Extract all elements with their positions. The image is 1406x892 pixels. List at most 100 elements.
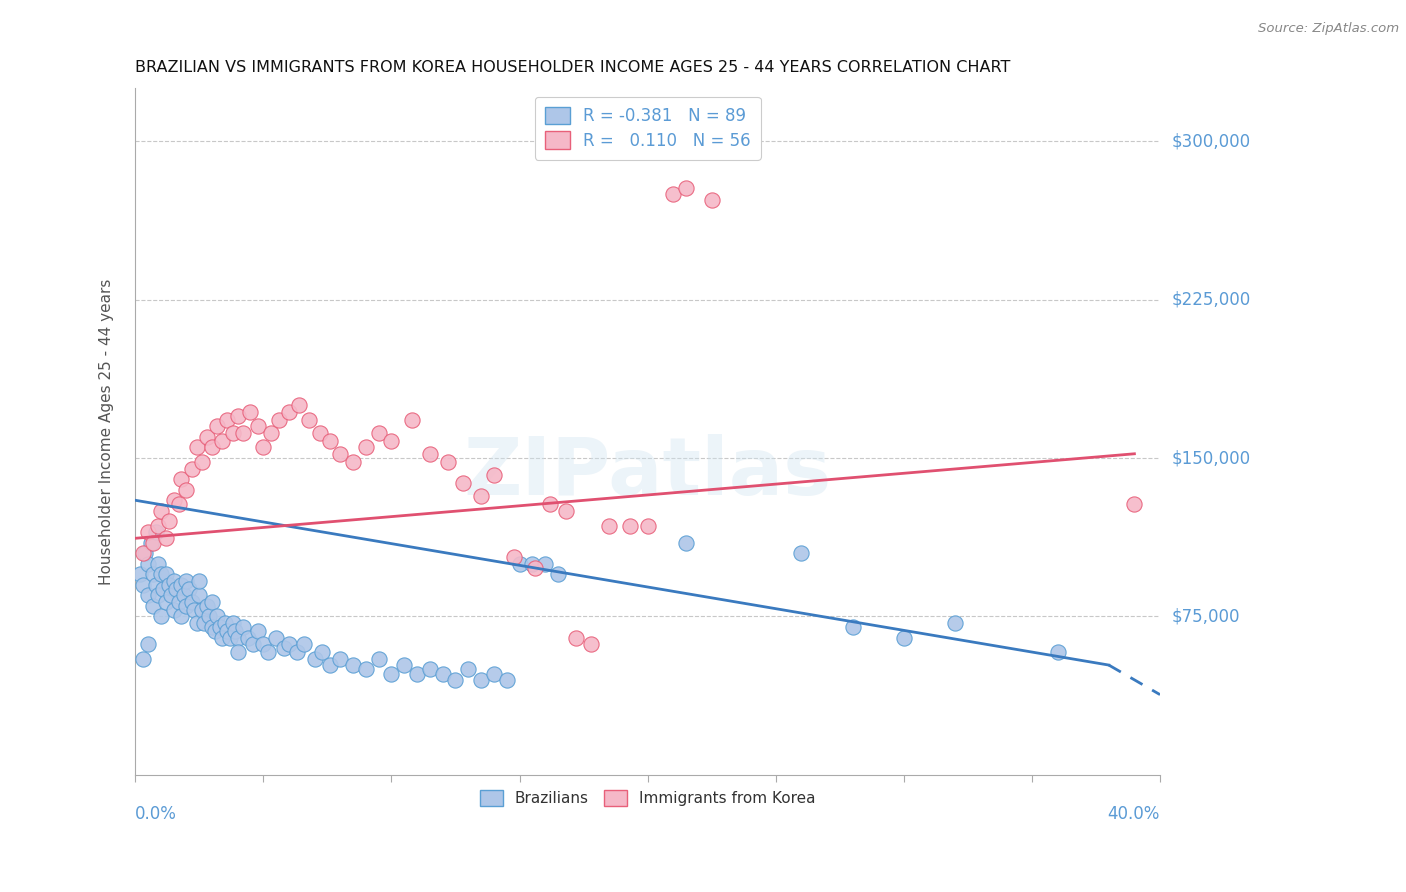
Point: [232, 425, 254, 440]
Text: $150,000: $150,000: [1171, 449, 1250, 467]
Point: [380, 434, 402, 449]
Point: [401, 413, 423, 427]
Point: [162, 603, 184, 617]
Text: 0.0%: 0.0%: [135, 805, 177, 823]
Point: [167, 498, 190, 512]
Point: [495, 673, 517, 687]
Point: [534, 557, 557, 571]
Point: [252, 637, 274, 651]
Point: [155, 567, 177, 582]
Point: [211, 631, 233, 645]
Text: $225,000: $225,000: [1171, 291, 1250, 309]
Point: [132, 546, 155, 560]
Point: [841, 620, 863, 634]
Point: [221, 615, 243, 630]
Point: [134, 546, 156, 560]
Point: [392, 658, 415, 673]
Point: [221, 425, 243, 440]
Point: [354, 441, 377, 455]
Point: [619, 518, 641, 533]
Point: [217, 413, 239, 427]
Text: $75,000: $75,000: [1171, 607, 1240, 625]
Point: [565, 631, 588, 645]
Point: [186, 615, 208, 630]
Point: [217, 624, 239, 639]
Text: $300,000: $300,000: [1171, 132, 1250, 150]
Point: [176, 483, 198, 497]
Point: [419, 662, 441, 676]
Point: [201, 595, 224, 609]
Point: [790, 546, 813, 560]
Point: [211, 434, 233, 449]
Point: [236, 631, 259, 645]
Point: [598, 518, 620, 533]
Point: [132, 651, 155, 665]
Point: [538, 498, 561, 512]
Point: [267, 413, 290, 427]
Point: [136, 588, 159, 602]
Point: [252, 441, 274, 455]
Point: [247, 624, 270, 639]
Point: [547, 567, 569, 582]
Point: [288, 398, 311, 412]
Point: [191, 455, 214, 469]
Point: [142, 535, 165, 549]
Point: [242, 637, 264, 651]
Point: [503, 550, 526, 565]
Point: [173, 588, 195, 602]
Point: [155, 595, 177, 609]
Point: [457, 662, 479, 676]
Point: [176, 599, 198, 613]
Point: [260, 425, 283, 440]
Point: [224, 624, 246, 639]
Point: [470, 489, 492, 503]
Point: [436, 455, 458, 469]
Text: BRAZILIAN VS IMMIGRANTS FROM KOREA HOUSEHOLDER INCOME AGES 25 - 44 YEARS CORRELA: BRAZILIAN VS IMMIGRANTS FROM KOREA HOUSE…: [135, 60, 1011, 75]
Point: [208, 620, 231, 634]
Point: [522, 557, 544, 571]
Point: [148, 518, 170, 533]
Point: [700, 193, 723, 207]
Point: [139, 535, 162, 549]
Point: [444, 673, 467, 687]
Point: [145, 524, 167, 539]
Point: [195, 430, 218, 444]
Point: [893, 631, 915, 645]
Point: [132, 578, 155, 592]
Point: [482, 467, 505, 482]
Point: [380, 666, 402, 681]
Point: [160, 588, 183, 602]
Point: [432, 666, 454, 681]
Point: [195, 599, 218, 613]
Point: [188, 588, 211, 602]
Point: [205, 419, 228, 434]
Point: [508, 557, 530, 571]
Point: [149, 567, 172, 582]
Point: [943, 615, 966, 630]
Point: [354, 662, 377, 676]
Point: [637, 518, 659, 533]
Point: [191, 603, 214, 617]
Point: [232, 620, 254, 634]
Point: [342, 658, 364, 673]
Point: [239, 404, 262, 418]
Point: [581, 637, 603, 651]
Point: [129, 567, 152, 582]
Point: [205, 609, 228, 624]
Point: [148, 557, 170, 571]
Point: [155, 531, 177, 545]
Point: [145, 578, 167, 592]
Point: [157, 578, 180, 592]
Point: [149, 504, 172, 518]
Point: [482, 666, 505, 681]
Point: [180, 595, 202, 609]
Point: [167, 595, 190, 609]
Point: [1046, 645, 1069, 659]
Point: [180, 461, 202, 475]
Point: [406, 666, 429, 681]
Point: [451, 476, 474, 491]
Point: [292, 637, 315, 651]
Point: [170, 578, 193, 592]
Point: [342, 455, 364, 469]
Point: [367, 651, 389, 665]
